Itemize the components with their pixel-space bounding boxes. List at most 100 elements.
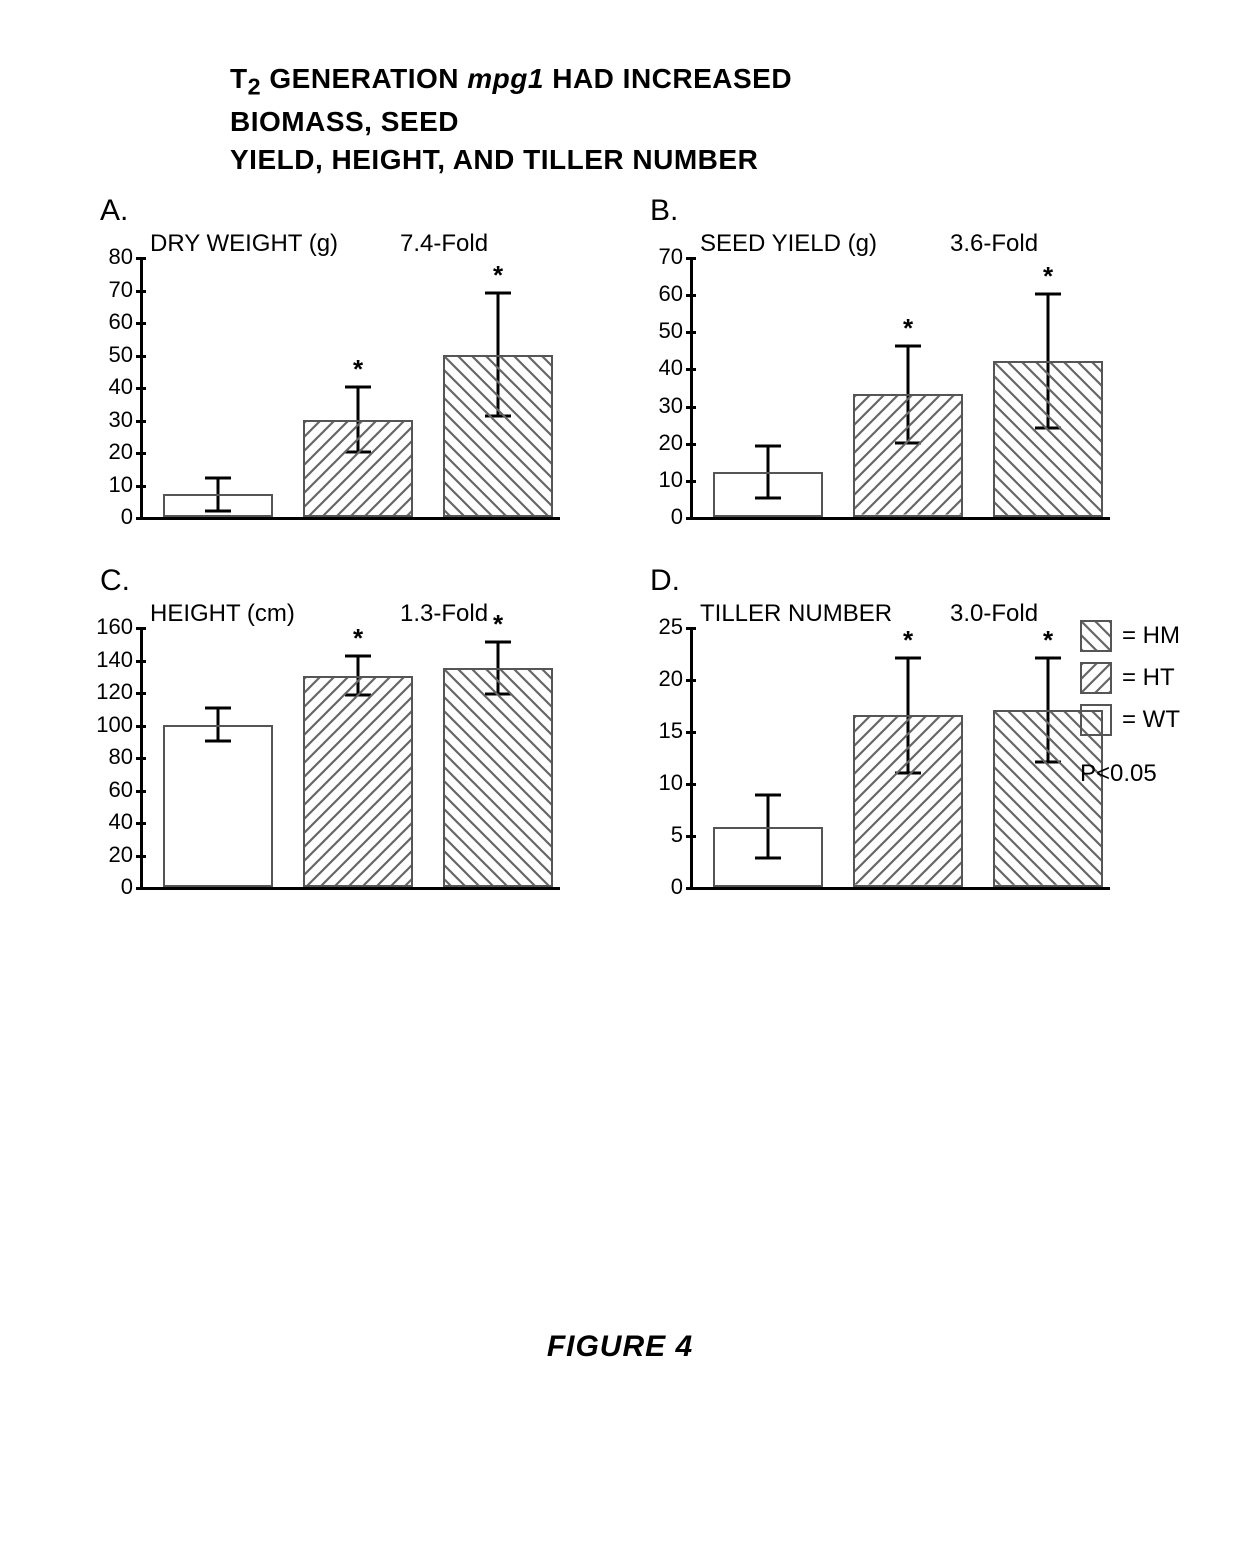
significance-star-icon: * [903,313,913,344]
bar-HM [993,361,1103,517]
bar-WT [713,827,823,887]
title-sub2: 2 [248,74,261,100]
errorbar [1047,658,1050,710]
errorbar-cap [1035,293,1061,296]
y-tick: 40 [83,809,143,835]
panel-letter: D. [650,564,680,598]
panel-fold: 3.0-Fold [950,600,1038,628]
bar-HT [853,715,963,887]
legend-hm-label: = HM [1122,622,1180,650]
legend-ht-label: = HT [1122,664,1175,692]
bar-HT [853,394,963,517]
figure-number: FIGURE 4 [0,1330,1240,1364]
panel-D: D.TILLER NUMBER3.0-Fold0510152025** [640,570,1130,900]
significance-star-icon: * [493,609,503,640]
y-tick: 0 [83,874,143,900]
errorbar [767,796,770,827]
title-gene: mpg1 [467,63,544,94]
y-tick: 20 [633,430,693,456]
errorbar [217,478,220,494]
panel-title: DRY WEIGHT (g) [150,230,338,258]
errorbar [767,446,770,472]
y-tick: 60 [83,777,143,803]
errorbar [1047,294,1050,361]
title-gen: GENERATION [261,63,467,94]
legend-pval: P<0.05 [1080,760,1180,788]
significance-star-icon: * [903,625,913,656]
y-tick: 5 [633,822,693,848]
panel-fold: 3.6-Fold [950,230,1038,258]
y-tick: 60 [83,309,143,335]
swatch-ht-icon [1080,662,1112,694]
y-tick: 50 [633,318,693,344]
errorbar-cap [755,445,781,448]
panel-fold: 7.4-Fold [400,230,488,258]
significance-star-icon: * [1043,261,1053,292]
panel-C: C.HEIGHT (cm)1.3-Fold0204060801001201401… [90,570,580,900]
errorbar [907,658,910,715]
panel-title: SEED YIELD (g) [700,230,877,258]
legend: = HM = HT = WT P<0.05 [1080,620,1180,788]
significance-star-icon: * [1043,625,1053,656]
panel-B: B.SEED YIELD (g)3.6-Fold010203040506070*… [640,200,1130,530]
bar-WT [163,494,273,517]
errorbar [357,656,360,676]
y-tick: 80 [83,744,143,770]
y-tick: 100 [83,712,143,738]
y-tick: 120 [83,679,143,705]
bar-HT [303,420,413,518]
y-tick: 40 [83,374,143,400]
plot-area: 0510152025** [690,630,1110,890]
y-tick: 50 [83,342,143,368]
errorbar [497,293,500,355]
panel-title: HEIGHT (cm) [150,600,295,628]
errorbar-cap [895,657,921,660]
swatch-hm-icon [1080,620,1112,652]
significance-star-icon: * [353,354,363,385]
errorbar-cap [755,794,781,797]
bar-HM [443,355,553,518]
panels-grid: A.DRY WEIGHT (g)7.4-Fold0102030405060708… [90,200,1150,900]
errorbar-cap [205,707,231,710]
y-tick: 0 [633,504,693,530]
panel-title: TILLER NUMBER [700,600,892,628]
legend-ht: = HT [1080,662,1180,694]
legend-wt-label: = WT [1122,706,1180,734]
figure-title: T2 GENERATION mpg1 HAD INCREASED BIOMASS… [0,0,920,179]
y-tick: 10 [83,472,143,498]
plot-area: 01020304050607080** [140,260,560,520]
panel-A: A.DRY WEIGHT (g)7.4-Fold0102030405060708… [90,200,580,530]
errorbar-cap [345,655,371,658]
y-tick: 60 [633,281,693,307]
y-tick: 20 [83,439,143,465]
y-tick: 30 [633,393,693,419]
errorbar-cap [485,640,511,643]
y-tick: 160 [83,614,143,640]
errorbar [357,387,360,420]
y-tick: 30 [83,407,143,433]
y-tick: 70 [83,277,143,303]
errorbar-cap [485,291,511,294]
plot-area: 020406080100120140160** [140,630,560,890]
errorbar-cap [895,345,921,348]
legend-hm: = HM [1080,620,1180,652]
y-tick: 70 [633,244,693,270]
y-tick: 20 [633,666,693,692]
panel-fold: 1.3-Fold [400,600,488,628]
bar-WT [163,725,273,888]
significance-star-icon: * [353,623,363,654]
panel-letter: B. [650,194,678,228]
bar-WT [713,472,823,517]
swatch-wt-icon [1080,704,1112,736]
plot-area: 010203040506070** [690,260,1110,520]
y-tick: 40 [633,355,693,381]
legend-wt: = WT [1080,704,1180,736]
errorbar [497,642,500,668]
y-tick: 20 [83,842,143,868]
errorbar [907,346,910,394]
panel-letter: A. [100,194,128,228]
bar-HT [303,676,413,887]
y-tick: 0 [83,504,143,530]
title-line2: YIELD, HEIGHT, AND TILLER NUMBER [230,144,758,175]
errorbar-cap [205,477,231,480]
